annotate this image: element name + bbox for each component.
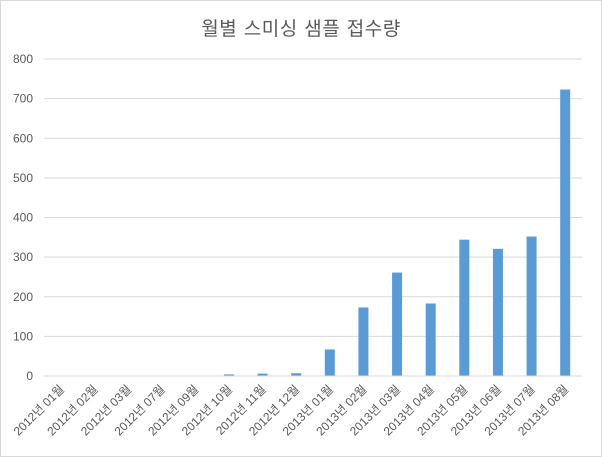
bars: [55, 89, 571, 376]
y-tick-label: 0: [26, 369, 33, 383]
bar: [358, 307, 369, 376]
y-axis-ticks: 0 100 200 300 400 500 600 700 800: [13, 52, 33, 383]
y-tick-label: 100: [13, 329, 33, 343]
y-tick-label: 200: [13, 290, 33, 304]
bar: [257, 373, 268, 376]
y-tick-label: 400: [13, 211, 33, 225]
bar: [425, 303, 436, 376]
bar: [492, 248, 503, 376]
bar: [459, 239, 470, 376]
bar: [560, 89, 571, 376]
gridlines: [44, 58, 582, 337]
y-tick-label: 500: [13, 171, 33, 185]
y-tick-label: 700: [13, 92, 33, 106]
y-tick-label: 800: [13, 52, 33, 66]
bar: [291, 373, 302, 376]
bar: [223, 374, 234, 376]
bar: [526, 236, 537, 376]
y-tick-label: 600: [13, 131, 33, 145]
y-tick-label: 300: [13, 250, 33, 264]
bar: [392, 272, 403, 376]
bar: [324, 349, 335, 376]
chart-title: 월별 스미싱 샘플 접수량: [201, 18, 401, 40]
